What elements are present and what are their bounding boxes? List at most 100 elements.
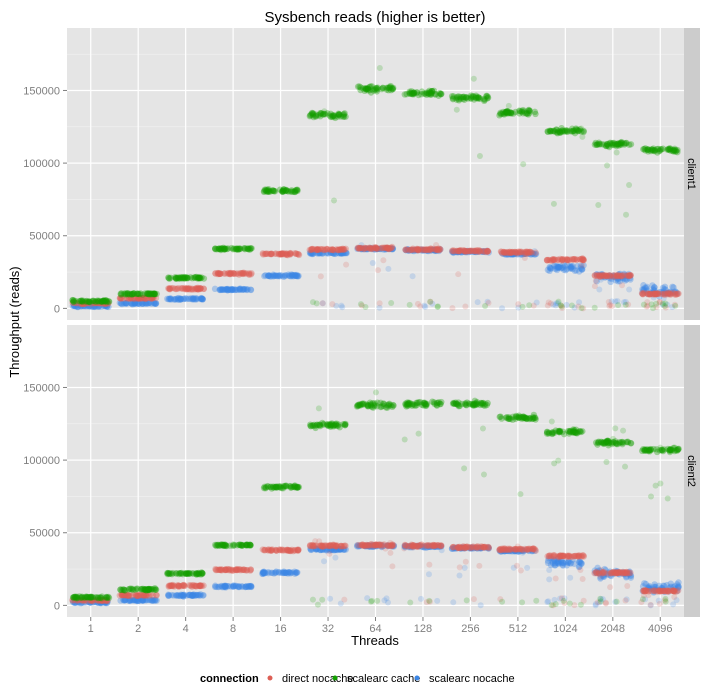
data-point: [192, 285, 200, 292]
data-point: [198, 294, 205, 302]
outlier-point: [526, 302, 533, 309]
data-point: [327, 249, 335, 257]
data-point: [651, 290, 659, 297]
x-tick-label: 1024: [553, 623, 577, 635]
data-point: [662, 289, 670, 297]
data-point: [180, 295, 188, 303]
data-point: [517, 251, 524, 258]
data-point: [606, 272, 613, 279]
data-point: [363, 245, 370, 252]
data-point: [560, 261, 567, 268]
outlier-point: [626, 286, 633, 293]
data-point: [342, 542, 349, 550]
outlier-point: [429, 300, 436, 307]
data-point: [389, 245, 397, 252]
outlier-point: [519, 599, 526, 606]
data-point: [430, 246, 437, 254]
data-point: [612, 274, 619, 281]
data-point: [315, 249, 323, 256]
data-point: [465, 248, 472, 256]
data-point: [450, 248, 457, 256]
data-point: [94, 302, 102, 310]
data-point: [664, 289, 671, 297]
data-point: [382, 245, 389, 253]
data-point: [287, 273, 294, 280]
data-point: [661, 289, 668, 297]
data-point: [621, 272, 629, 279]
data-point: [87, 594, 95, 601]
data-point: [117, 300, 125, 307]
data-point: [306, 246, 313, 254]
y-tick-label: 50000: [29, 528, 60, 540]
data-point: [549, 256, 557, 263]
data-point: [457, 247, 465, 254]
data-point: [414, 246, 421, 253]
data-point: [85, 303, 93, 310]
data-point: [284, 546, 291, 553]
outlier-point: [604, 162, 611, 169]
data-point: [146, 294, 153, 302]
data-point: [367, 245, 375, 252]
data-point: [343, 249, 350, 256]
data-point: [501, 250, 508, 257]
data-point: [236, 286, 244, 294]
data-point: [120, 300, 128, 307]
data-point: [288, 271, 295, 278]
data-point: [515, 248, 522, 255]
data-point: [185, 285, 192, 293]
data-point: [661, 285, 668, 293]
data-point: [622, 275, 629, 282]
data-point: [103, 303, 110, 310]
data-point: [461, 248, 468, 255]
data-point: [140, 294, 148, 302]
data-point: [101, 300, 108, 307]
data-point: [143, 294, 151, 301]
data-point: [558, 264, 566, 271]
data-point: [265, 272, 272, 280]
data-point: [198, 295, 206, 302]
data-point: [649, 146, 656, 154]
data-point: [356, 244, 364, 252]
data-point: [404, 246, 412, 254]
outlier-point: [499, 305, 506, 312]
outlier-point: [462, 558, 469, 565]
data-point: [141, 295, 149, 302]
outlier-point: [649, 305, 656, 312]
data-point: [128, 300, 135, 307]
data-point: [291, 272, 299, 280]
data-point: [554, 256, 562, 264]
data-point: [183, 295, 190, 303]
data-point: [557, 264, 565, 272]
data-point: [372, 245, 380, 252]
outlier-point: [321, 108, 328, 115]
data-point: [562, 267, 569, 274]
data-point: [640, 282, 647, 289]
data-point: [275, 272, 283, 280]
data-point: [192, 285, 199, 292]
data-point: [219, 286, 226, 293]
data-point: [511, 250, 518, 257]
data-point: [371, 401, 378, 409]
outlier-point: [388, 299, 395, 306]
data-point: [240, 286, 248, 293]
data-point: [78, 300, 85, 307]
data-point: [171, 285, 179, 292]
outlier-point: [598, 567, 605, 574]
data-point: [625, 272, 632, 279]
data-point: [502, 109, 510, 116]
data-point: [84, 302, 91, 310]
data-point: [165, 274, 172, 281]
data-point: [309, 249, 317, 257]
data-point: [122, 299, 130, 307]
outlier-point: [479, 425, 486, 432]
data-point: [89, 297, 97, 304]
data-point: [560, 266, 568, 273]
data-point: [602, 439, 609, 447]
data-point: [553, 263, 560, 270]
data-point: [610, 273, 617, 280]
data-point: [134, 300, 141, 307]
data-point: [460, 246, 467, 254]
data-point: [81, 300, 89, 307]
data-point: [330, 250, 337, 257]
data-point: [226, 566, 234, 573]
